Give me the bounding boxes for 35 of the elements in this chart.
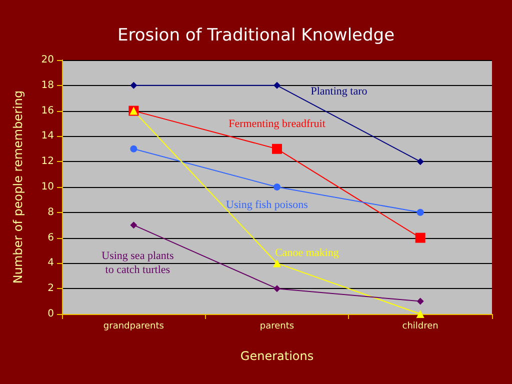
y-tick-label: 18 [41, 80, 54, 91]
point [416, 208, 424, 216]
chart-title: Erosion of Traditional Knowledge [117, 26, 395, 46]
series-label: Planting taro [310, 85, 368, 98]
x-tick-label: children [402, 322, 438, 332]
series-label: Canoe making [275, 247, 340, 260]
series-label: Fermenting breadfruit [228, 118, 326, 130]
point [416, 158, 424, 166]
point [130, 145, 138, 152]
x-axis-title: Generations [240, 349, 314, 363]
point [272, 144, 282, 154]
x-tick-label: parents [260, 322, 294, 332]
point [274, 184, 280, 190]
y-tick-label: 20 [41, 54, 54, 66]
point [274, 285, 280, 292]
series-label: Using fish poisons [226, 199, 308, 211]
point [415, 232, 426, 243]
series-label: Using sea plants to catch turtles [102, 250, 174, 276]
point [416, 298, 424, 305]
point [416, 310, 424, 318]
y-tick-label: 10 [41, 182, 54, 192]
y-axis-title: Number of people remembering [11, 90, 25, 284]
y-tick-label: 8 [48, 206, 54, 218]
y-tick-label: 14 [41, 130, 54, 142]
y-tick-label: 16 [41, 105, 54, 116]
point [130, 82, 138, 89]
point [274, 82, 280, 89]
x-tick-label: grandparents [103, 322, 164, 332]
y-tick-label: 4 [48, 258, 54, 269]
y-tick-label: 0 [48, 308, 54, 320]
y-tick-label: 6 [48, 232, 54, 244]
y-tick-label: 12 [41, 156, 54, 168]
point [273, 259, 281, 268]
y-tick-label: 2 [48, 283, 54, 294]
point [130, 222, 138, 229]
